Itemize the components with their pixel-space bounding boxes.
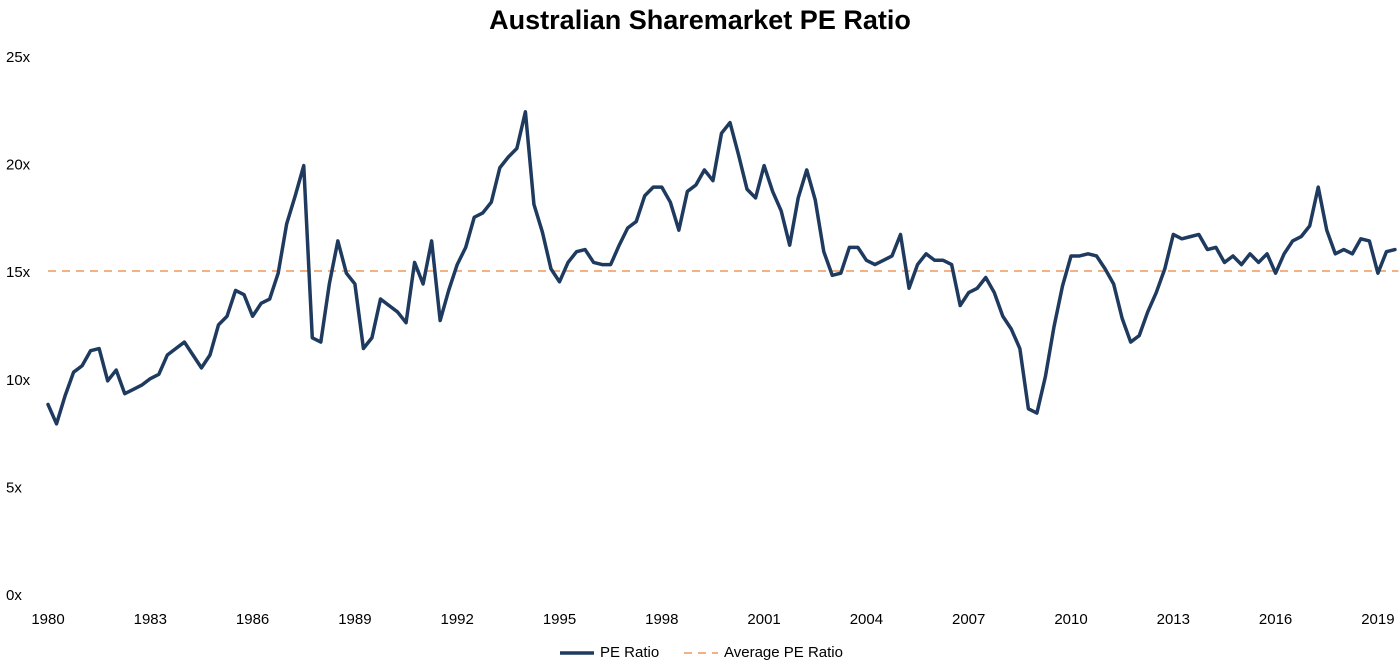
y-tick-label: 20x xyxy=(6,157,31,174)
x-tick-label: 2013 xyxy=(1157,611,1190,628)
y-tick-label: 15x xyxy=(6,264,31,281)
legend-label: Average PE Ratio xyxy=(724,644,843,661)
x-tick-label: 1998 xyxy=(645,611,678,628)
y-tick-label: 0x xyxy=(6,587,22,604)
legend-label: PE Ratio xyxy=(600,644,659,661)
x-tick-label: 2019 xyxy=(1361,611,1394,628)
x-tick-label: 2010 xyxy=(1054,611,1087,628)
x-tick-label: 2007 xyxy=(952,611,985,628)
x-tick-label: 2001 xyxy=(747,611,780,628)
y-tick-label: 25x xyxy=(6,49,31,66)
x-tick-label: 2016 xyxy=(1259,611,1292,628)
pe-line xyxy=(46,110,1397,426)
x-tick-label: 1980 xyxy=(31,611,64,628)
y-tick-label: 5x xyxy=(6,479,22,496)
chart-title: Australian Sharemarket PE Ratio xyxy=(489,5,911,35)
x-tick-label: 1992 xyxy=(441,611,474,628)
x-tick-label: 1986 xyxy=(236,611,269,628)
x-tick-label: 1989 xyxy=(338,611,371,628)
x-tick-label: 1983 xyxy=(134,611,167,628)
x-tick-label: 2004 xyxy=(850,611,883,628)
x-tick-label: 1995 xyxy=(543,611,576,628)
y-tick-label: 10x xyxy=(6,372,31,389)
